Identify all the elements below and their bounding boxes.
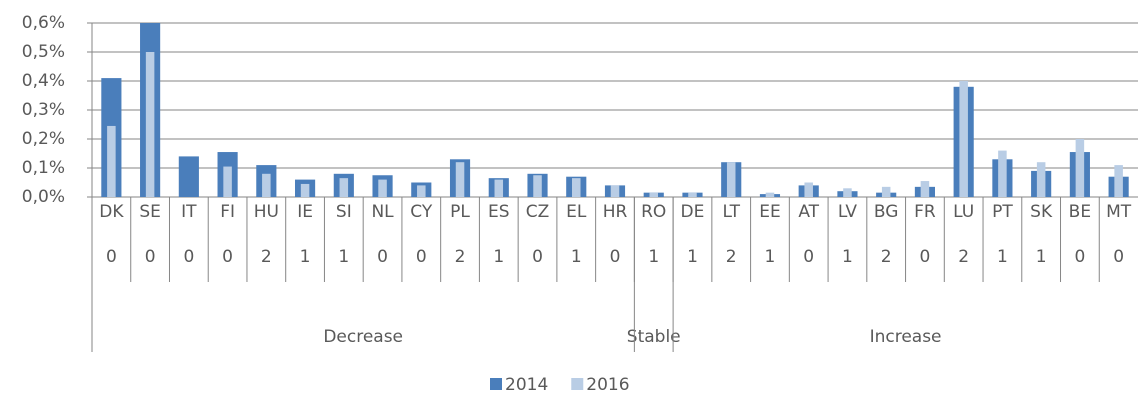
x-tick-label: LV (838, 202, 858, 222)
x-tick-label: NL (371, 202, 394, 222)
x-sublabel: 1 (997, 247, 1008, 267)
x-tick-label: IE (297, 202, 313, 222)
bar (145, 52, 155, 197)
x-tick-label: DE (681, 202, 705, 222)
x-sublabel: 2 (455, 247, 466, 267)
x-sublabel: 0 (610, 247, 621, 267)
x-sublabel: 0 (183, 247, 194, 267)
x-sublabel: 1 (300, 247, 311, 267)
x-sublabel: 0 (803, 247, 814, 267)
x-sublabel: 0 (920, 247, 931, 267)
bar (455, 162, 465, 197)
x-tick-label: AT (798, 202, 819, 222)
bar (959, 81, 968, 197)
bar (610, 185, 620, 197)
x-sublabel: 0 (377, 247, 388, 267)
bar (178, 156, 199, 197)
x-tick-label: BE (1069, 202, 1091, 222)
x-tick-label: CZ (526, 202, 550, 222)
bar (649, 192, 659, 197)
bar (881, 186, 891, 197)
x-tick-label: SK (1030, 202, 1053, 222)
x-tick-label: FR (914, 202, 936, 222)
x-tick-label: CY (410, 202, 433, 222)
bar (571, 178, 581, 197)
x-tick-label: MT (1106, 202, 1132, 222)
x-tick-label: HR (603, 202, 628, 222)
bar (107, 125, 116, 197)
x-tick-label: PL (450, 202, 470, 222)
x-sublabel: 2 (958, 247, 969, 267)
y-tick-label: 0,4% (22, 71, 65, 91)
x-tick-label: IT (181, 202, 197, 222)
x-sublabel: 1 (648, 247, 659, 267)
x-sublabel: 1 (765, 247, 776, 267)
bar (804, 182, 813, 197)
y-tick-label: 0,6% (22, 13, 65, 33)
bar (533, 175, 542, 197)
x-tick-label: EL (566, 202, 587, 222)
x-sublabel: 2 (881, 247, 892, 267)
bar (494, 179, 504, 197)
x-tick-label: EE (759, 202, 780, 222)
bar (998, 150, 1007, 197)
x-sublabel: 0 (1113, 247, 1124, 267)
legend-swatch (571, 378, 584, 390)
bar (223, 166, 232, 197)
legend-swatch (490, 378, 502, 390)
x-tick-label: BG (874, 202, 899, 222)
bar (726, 162, 736, 197)
x-tick-label: RO (641, 202, 666, 222)
x-sublabel: 0 (532, 247, 543, 267)
x-tick-label: ES (488, 202, 510, 222)
x-sublabel: 1 (493, 247, 504, 267)
x-sublabel: 1 (842, 247, 853, 267)
bar (1075, 139, 1085, 197)
bar (339, 178, 349, 197)
bar (378, 179, 387, 197)
x-tick-label: SI (336, 202, 352, 222)
bar (300, 183, 310, 197)
x-sublabel: 0 (416, 247, 427, 267)
x-sublabel: 1 (571, 247, 582, 267)
x-sublabel: 0 (1074, 247, 1085, 267)
legend-label: 2016 (586, 375, 629, 395)
bar (843, 188, 852, 197)
bar (1036, 162, 1046, 197)
x-sublabel: 0 (222, 247, 233, 267)
bar (1114, 165, 1123, 197)
bar (765, 192, 775, 197)
x-sublabel: 1 (338, 247, 349, 267)
x-sublabel: 0 (145, 247, 156, 267)
y-tick-label: 0,0% (22, 187, 65, 207)
group-label: Decrease (323, 327, 403, 347)
bar (262, 173, 271, 197)
group-label: Stable (627, 327, 681, 347)
group-label: Increase (870, 327, 942, 347)
x-tick-label: HU (254, 202, 279, 222)
y-tick-label: 0,5% (22, 42, 65, 62)
x-sublabel: 2 (726, 247, 737, 267)
y-tick-label: 0,2% (22, 129, 65, 149)
y-tick-label: 0,3% (22, 100, 65, 120)
x-tick-label: FI (220, 202, 235, 222)
x-tick-label: DK (99, 202, 124, 222)
bar (688, 192, 697, 197)
x-tick-label: SE (139, 202, 161, 222)
y-tick-label: 0,1% (22, 158, 65, 178)
bar (417, 185, 426, 197)
legend-label: 2014 (505, 375, 548, 395)
x-sublabel: 2 (261, 247, 272, 267)
x-sublabel: 1 (687, 247, 698, 267)
x-sublabel: 1 (1036, 247, 1047, 267)
x-sublabel: 0 (106, 247, 117, 267)
x-tick-label: LU (953, 202, 974, 222)
x-tick-label: LT (722, 202, 740, 222)
bar (920, 181, 930, 197)
x-tick-label: PT (992, 202, 1013, 222)
